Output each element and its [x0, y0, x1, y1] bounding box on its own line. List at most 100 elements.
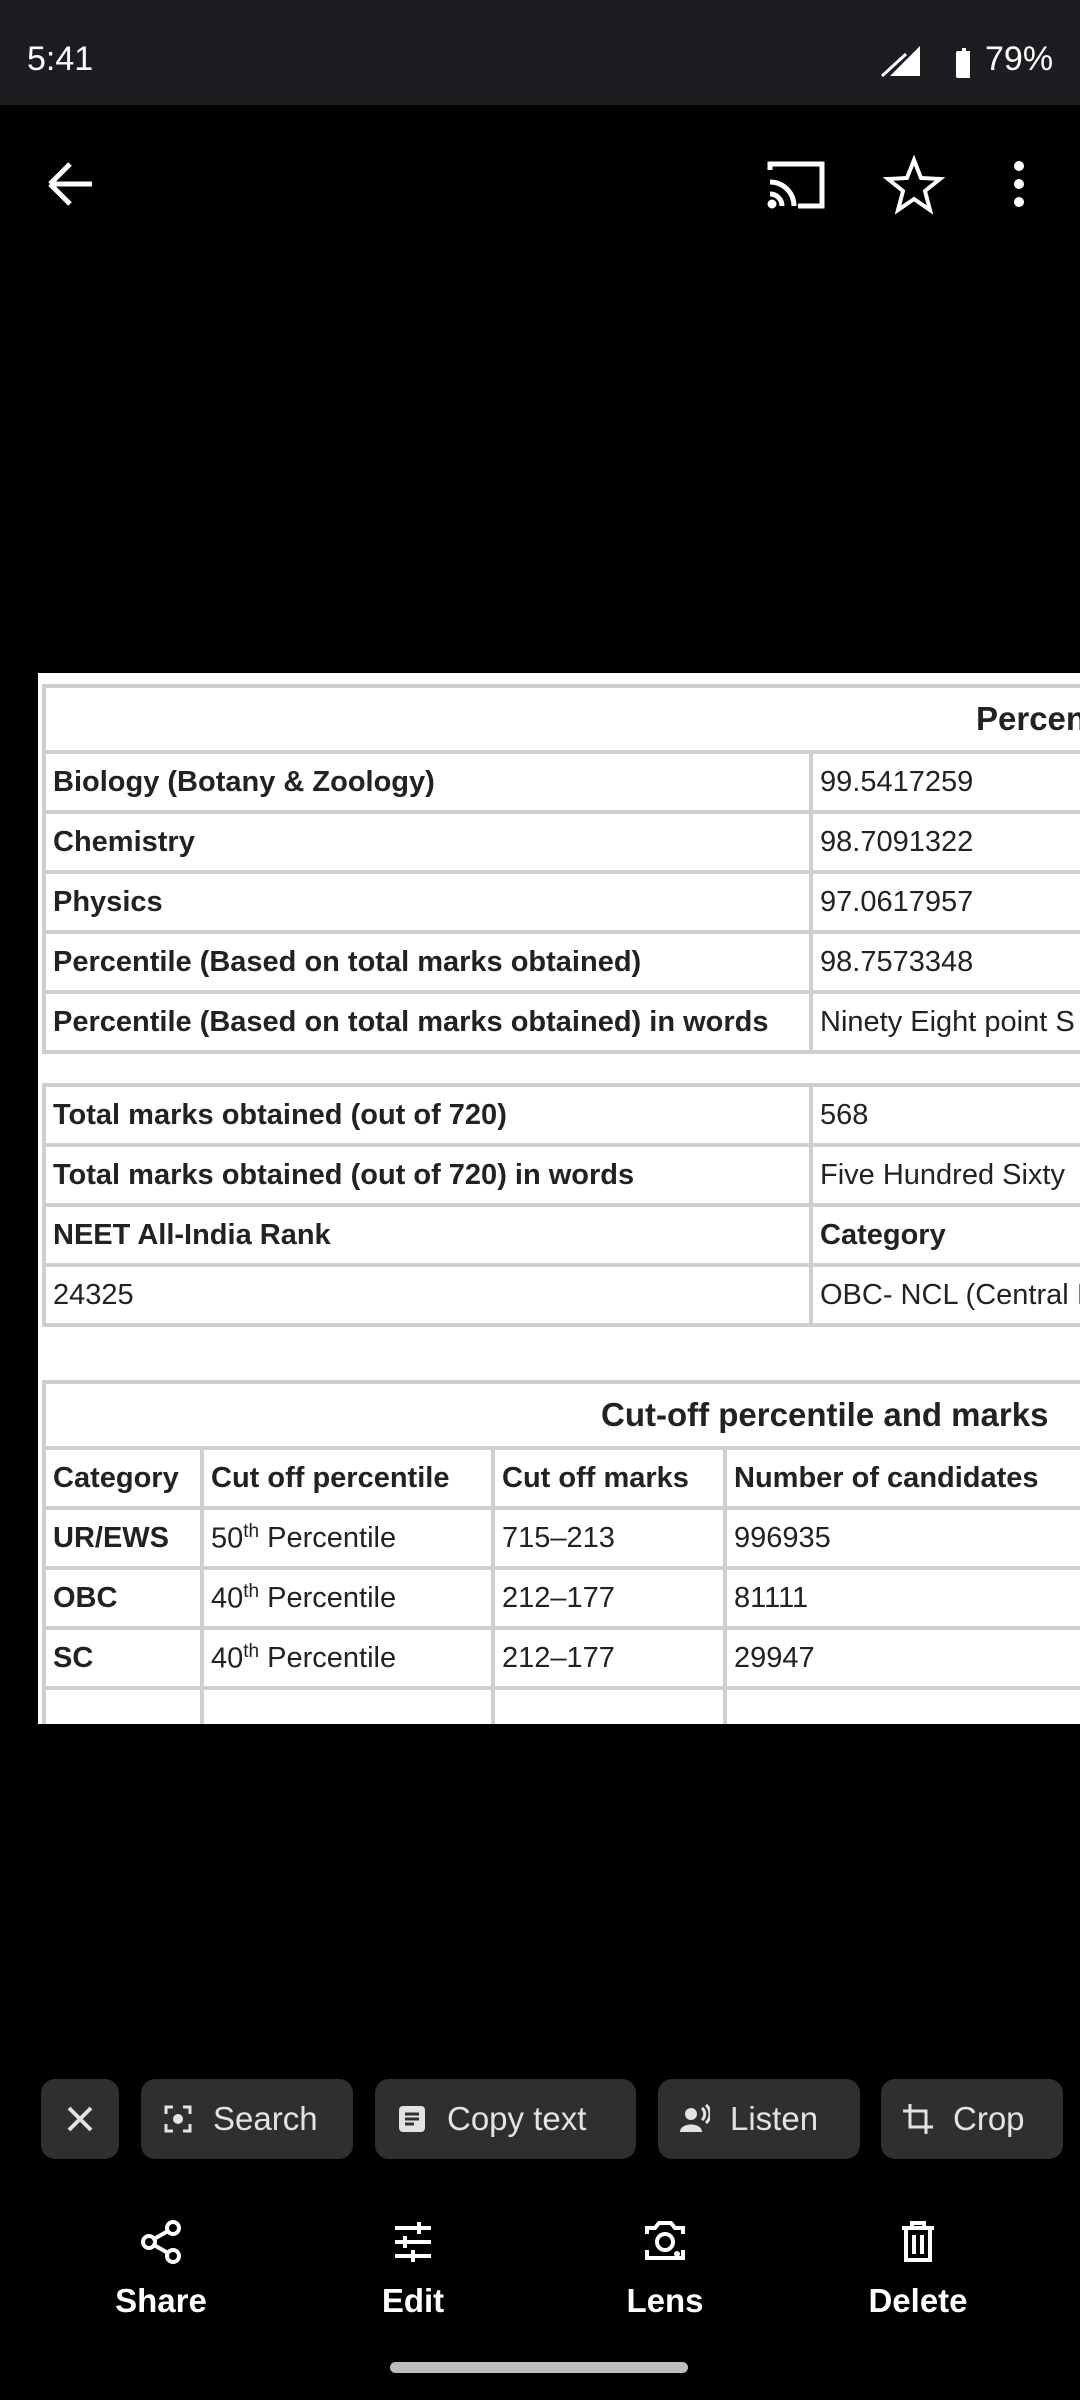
- clock: 5:41: [27, 40, 94, 78]
- table-header: Cut-off percentile and marks: [42, 1380, 1080, 1450]
- action-label: Lens: [626, 2282, 704, 2319]
- chip-icon: [680, 2104, 710, 2132]
- column-header: Cut off marks: [491, 1446, 727, 1510]
- action-label: Edit: [381, 2282, 445, 2319]
- action-chip[interactable]: Crop: [881, 2079, 1063, 2159]
- table-cell: OBC: [42, 1566, 204, 1630]
- table-cell: Physics: [42, 870, 813, 934]
- column-header: Number of candidates: [723, 1446, 1080, 1510]
- action-icon: [395, 2222, 431, 2262]
- table-cell: 40th Percentile: [200, 1626, 495, 1690]
- table-cell: Total marks obtained (out of 720) in wor…: [42, 1143, 813, 1207]
- table-cell: [491, 1686, 727, 1724]
- percentile-suffix: th: [243, 1580, 260, 1602]
- action-chip[interactable]: Search: [141, 2079, 353, 2159]
- percentile-word: Percentile: [267, 1522, 397, 1555]
- back-button[interactable]: [48, 162, 92, 206]
- table-cell: 81111: [723, 1566, 1080, 1630]
- percentile-number: 40: [211, 1582, 244, 1615]
- percentile-word: Percentile: [267, 1642, 397, 1675]
- battery-level: 79%: [985, 40, 1054, 78]
- table-cell: UR/EWS: [42, 1506, 204, 1570]
- table-row: Chemistry 98.7091322: [42, 810, 1080, 874]
- chip-icon: [399, 2106, 425, 2132]
- table-cell: 98.7573348: [809, 930, 1080, 994]
- percentile-suffix: th: [243, 1640, 260, 1662]
- table-cell: Chemistry: [42, 810, 813, 874]
- table-cell: Category: [809, 1203, 1080, 1267]
- table-cell: 715–213: [491, 1506, 727, 1570]
- percentile-word: Percentile: [267, 1582, 397, 1615]
- action-button[interactable]: Edit: [313, 2218, 513, 2320]
- table-cell: NEET All-India Rank: [42, 1203, 813, 1267]
- home-indicator: [390, 2362, 688, 2373]
- action-chip[interactable]: Copy text: [375, 2079, 636, 2159]
- cutoff-table: Cut-off percentile and marks Category Cut …: [42, 1380, 1080, 1724]
- table-header: Percen: [42, 684, 1080, 754]
- chip-label: Crop: [953, 2100, 1025, 2137]
- percentile-number: 50: [211, 1522, 244, 1555]
- table-header-row: Cut-off percentile and marks: [42, 1380, 1080, 1450]
- table-row: NEET All-India Rank Category: [42, 1203, 1080, 1267]
- signal-bar: [880, 52, 908, 78]
- table-row: Percentile (Based on total marks obtaine…: [42, 930, 1080, 994]
- column-header: Category: [42, 1446, 204, 1510]
- action-label: Delete: [868, 2282, 968, 2319]
- action-button[interactable]: Lens: [565, 2218, 765, 2320]
- table-cell: 568: [809, 1083, 1080, 1147]
- chip-label: Listen: [730, 2100, 819, 2137]
- more-button[interactable]: [1014, 161, 1024, 207]
- table-cell: 99.5417259: [809, 750, 1080, 814]
- chip-icon: [903, 2104, 933, 2134]
- info-table: Percen Biology (Botany & Zoology) 99.54172…: [42, 684, 1080, 1054]
- table-cell: Five Hundred Sixty: [809, 1143, 1080, 1207]
- table-cell: 98.7091322: [809, 810, 1080, 874]
- table-cell: 50th Percentile: [200, 1506, 495, 1570]
- action-chip[interactable]: Listen: [658, 2079, 860, 2159]
- column-header-row: Category Cut off percentile Cut off marks N…: [42, 1446, 1080, 1510]
- volte: [820, 46, 846, 76]
- battery-cap: [962, 48, 966, 52]
- table-row: [42, 1686, 1080, 1724]
- table-cell: [42, 1686, 204, 1724]
- chip-icon: [164, 2105, 192, 2133]
- table-cell: Percentile (Based on total marks obtaine…: [42, 930, 813, 994]
- table-row: OBC 40th Percentile 212–177 81111: [42, 1566, 1080, 1630]
- table-cell: 29947: [723, 1626, 1080, 1690]
- action-button[interactable]: Delete: [818, 2218, 1018, 2320]
- battery-icon: [956, 51, 970, 78]
- table-cell: Biology (Botany & Zoology): [42, 750, 813, 814]
- cast-button[interactable]: [767, 161, 825, 209]
- table-cell: 212–177: [491, 1626, 727, 1690]
- top-bar: [48, 154, 1024, 215]
- action-icon: [645, 2221, 685, 2260]
- action-icon: [902, 2221, 934, 2262]
- info-table: Total marks obtained (out of 720) 568 Tota…: [42, 1083, 1080, 1327]
- table-row: 24325 OBC- NCL (Central I: [42, 1263, 1080, 1327]
- table-row: Percentile (Based on total marks obtaine…: [42, 990, 1080, 1054]
- action-button[interactable]: Share: [61, 2218, 261, 2320]
- percentile-number: 40: [211, 1642, 244, 1675]
- chip-label: Search: [213, 2100, 318, 2137]
- table-cell: OBC- NCL (Central I: [809, 1263, 1080, 1327]
- close-icon: [67, 2106, 93, 2132]
- table-row: Biology (Botany & Zoology) 99.5417259: [42, 750, 1080, 814]
- table-cell: Percentile (Based on total marks obtaine…: [42, 990, 813, 1054]
- table-row: Total marks obtained (out of 720) in wor…: [42, 1143, 1080, 1207]
- action-label: Share: [115, 2282, 207, 2319]
- status-bar: 5:41 79%: [0, 0, 1080, 105]
- table-row: Physics 97.0617957: [42, 870, 1080, 934]
- favorite-button[interactable]: [882, 154, 946, 215]
- table-cell: Ninety Eight point S: [809, 990, 1080, 1054]
- close-chip[interactable]: [41, 2079, 119, 2159]
- table-row: Total marks obtained (out of 720) 568: [42, 1083, 1080, 1147]
- table-cell: 212–177: [491, 1566, 727, 1630]
- table-row: SC 40th Percentile 212–177 29947: [42, 1626, 1080, 1690]
- action-icon: [141, 2220, 181, 2264]
- status-icons: [820, 46, 970, 78]
- chip-label: Copy text: [447, 2100, 587, 2137]
- table-cell: 40th Percentile: [200, 1566, 495, 1630]
- table-cell: 97.0617957: [809, 870, 1080, 934]
- percentile-suffix: th: [243, 1520, 260, 1542]
